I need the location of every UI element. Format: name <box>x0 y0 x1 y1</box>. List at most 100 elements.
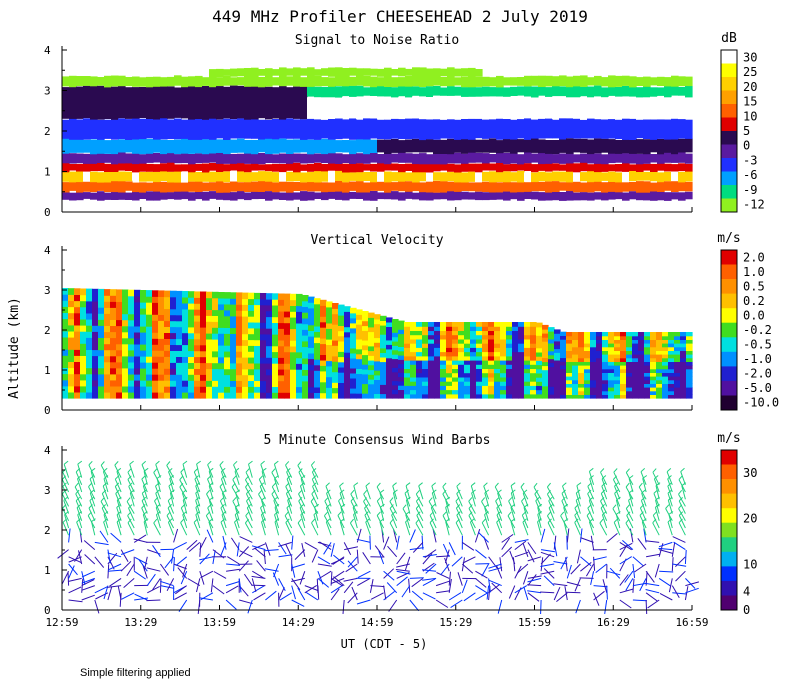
velocity-cell <box>434 330 441 336</box>
snr-cell <box>622 85 630 97</box>
wind-barb-feather <box>442 511 447 516</box>
snr-cell <box>650 154 658 163</box>
velocity-cell <box>182 356 189 363</box>
wind-barb-feather <box>285 461 290 466</box>
velocity-cell <box>176 314 183 322</box>
wind-barb <box>115 493 122 507</box>
velocity-cell <box>548 346 555 352</box>
wind-barb-feather <box>389 518 394 524</box>
velocity-cell <box>368 364 375 371</box>
snr-cell <box>174 171 182 183</box>
velocity-cell <box>374 314 381 320</box>
wind-barb <box>486 585 490 600</box>
velocity-cell <box>476 385 483 391</box>
wind-barb <box>74 549 83 562</box>
velocity-cell <box>230 298 237 305</box>
snr-cell <box>363 96 371 119</box>
velocity-cell <box>140 380 147 387</box>
snr-cell <box>657 138 665 155</box>
wind-barb <box>484 507 490 521</box>
velocity-cell <box>524 322 531 327</box>
velocity-cell <box>302 329 309 336</box>
velocity-cell <box>524 381 531 386</box>
colorbar-tick-label: 25 <box>743 65 757 79</box>
velocity-cell <box>194 350 201 358</box>
wind-barb <box>514 539 529 543</box>
snr-cell <box>349 152 357 164</box>
velocity-cell <box>104 349 111 357</box>
wind-barb <box>678 493 686 507</box>
velocity-cell <box>380 379 387 385</box>
velocity-cell <box>218 297 225 305</box>
wind-barb <box>103 585 109 600</box>
snr-cell <box>111 94 119 120</box>
velocity-cell <box>596 376 603 381</box>
velocity-cell <box>680 390 687 395</box>
wind-barb <box>514 585 528 594</box>
velocity-cell <box>338 382 345 389</box>
velocity-cell <box>194 386 201 393</box>
velocity-cell <box>506 334 513 340</box>
wind-barb <box>601 478 608 493</box>
velocity-cell <box>308 386 315 393</box>
snr-cell <box>426 154 434 165</box>
velocity-cell <box>236 339 243 346</box>
wind-barb <box>274 514 280 529</box>
velocity-cell <box>560 387 567 392</box>
wind-barb-feather <box>416 497 421 502</box>
wind-barb <box>422 577 437 581</box>
wind-barb <box>671 585 680 598</box>
velocity-cell <box>536 331 543 336</box>
velocity-cell <box>332 334 339 341</box>
velocity-cell <box>86 312 93 320</box>
velocity-cell <box>476 351 483 357</box>
snr-cell <box>440 152 448 165</box>
snr-cell <box>594 95 602 118</box>
wind-barb <box>74 486 83 500</box>
velocity-cell <box>464 364 471 369</box>
velocity-cell <box>266 333 273 341</box>
snr-cell <box>601 138 609 153</box>
velocity-cell <box>362 315 369 322</box>
wind-barb-feather <box>180 468 185 473</box>
wind-barb <box>219 486 227 500</box>
velocity-cell <box>362 373 369 380</box>
velocity-cell <box>590 379 597 384</box>
wind-barb <box>238 560 249 572</box>
snr-cell <box>685 153 693 164</box>
snr-cell <box>293 182 301 191</box>
velocity-cell <box>188 303 195 310</box>
velocity-cell <box>542 385 549 391</box>
velocity-cell <box>302 306 309 313</box>
snr-cell <box>132 118 140 140</box>
velocity-cell <box>350 322 357 329</box>
velocity-cell <box>308 369 315 376</box>
colorbar-tick-label: -1.0 <box>743 352 772 366</box>
wind-barb <box>285 522 293 536</box>
wind-barb <box>133 570 146 580</box>
velocity-cell <box>68 349 75 356</box>
snr-cell <box>517 182 525 193</box>
snr-cell <box>321 77 329 87</box>
velocity-cell <box>224 350 231 358</box>
velocity-cell <box>572 361 579 366</box>
velocity-cell <box>608 387 615 392</box>
wind-barb <box>134 597 149 601</box>
snr-cell <box>265 164 273 172</box>
wind-barb <box>625 508 634 522</box>
wind-barb <box>107 549 111 564</box>
velocity-cell <box>440 364 447 369</box>
wind-barb <box>678 479 686 493</box>
wind-barb-feather <box>470 518 475 523</box>
velocity-cell <box>656 343 663 348</box>
wind-barb <box>600 507 608 522</box>
velocity-cell <box>242 345 249 352</box>
wind-barb <box>639 515 647 529</box>
velocity-cell <box>590 387 597 392</box>
velocity-cell <box>596 368 603 373</box>
velocity-cell <box>680 365 687 370</box>
snr-cell <box>538 192 546 201</box>
velocity-cell <box>518 376 525 382</box>
velocity-cell <box>380 338 387 344</box>
velocity-cell <box>596 390 603 395</box>
